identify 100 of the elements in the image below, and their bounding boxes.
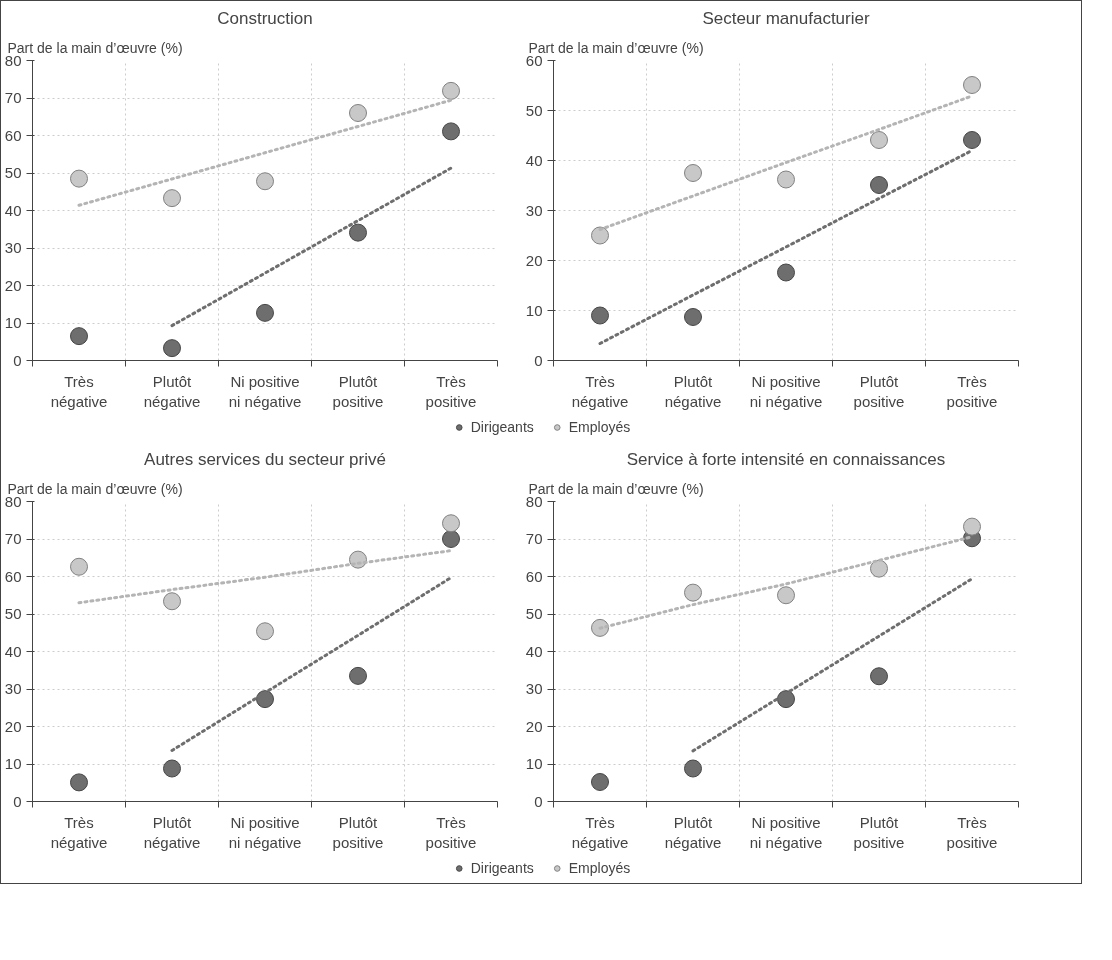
line-series <box>170 576 453 752</box>
point <box>442 122 460 141</box>
y-tick-label: 30 <box>4 680 22 697</box>
x-tick-label: Très positive <box>425 372 477 410</box>
x-tick-label: Plutôt négative <box>143 372 201 410</box>
point <box>684 308 702 326</box>
point <box>777 170 795 189</box>
point <box>870 559 888 578</box>
point <box>70 557 88 576</box>
y-axis-title: Part de la main d’œuvre (%) <box>7 480 183 497</box>
point <box>591 226 609 245</box>
point <box>70 169 88 188</box>
y-tick-label: 70 <box>4 89 22 106</box>
point <box>70 773 88 792</box>
point <box>963 76 981 94</box>
point <box>163 592 181 611</box>
point <box>870 667 888 686</box>
y-tick-label: 30 <box>525 201 543 219</box>
y-axis-title: Part de la main d’œuvre (%) <box>528 480 704 497</box>
point <box>163 189 181 208</box>
chart-title: Secteur manufacturier <box>702 8 870 28</box>
legend-label: Dirigeants <box>470 419 534 435</box>
y-tick-label: 40 <box>525 642 543 660</box>
x-tick-label: Très négative <box>50 813 108 851</box>
chart-title: Service à forte intensité en connaissances <box>626 449 946 469</box>
point <box>256 303 274 322</box>
line-series <box>691 577 974 753</box>
legend-label: Employés <box>568 860 631 876</box>
x-tick-label: Ni positive ni négative <box>749 372 823 410</box>
point <box>349 104 367 122</box>
y-tick-label: 20 <box>4 717 22 735</box>
chart-title: Construction <box>217 8 313 28</box>
point <box>163 759 181 778</box>
point <box>442 530 460 548</box>
chart-title: Autres services du secteur privé <box>144 449 386 469</box>
y-axis-title: Part de la main d’œuvre (%) <box>7 39 183 56</box>
point <box>442 514 460 533</box>
point <box>777 586 795 605</box>
y-tick-label: 10 <box>525 755 543 772</box>
y-tick-label: 50 <box>525 605 543 622</box>
y-tick-label: 20 <box>525 717 543 735</box>
point <box>777 690 795 709</box>
x-tick-label: Plutôt positive <box>332 372 384 410</box>
point <box>684 583 702 602</box>
x-tick-label: Très positive <box>425 813 477 851</box>
y-tick-label: 60 <box>4 126 22 144</box>
y-tick-label: 40 <box>4 201 22 219</box>
point <box>777 263 795 282</box>
point <box>349 666 367 685</box>
point <box>963 517 981 536</box>
x-tick-label: Très négative <box>50 372 108 410</box>
x-tick-label: Plutôt positive <box>853 372 905 410</box>
y-tick-label: 60 <box>525 567 543 585</box>
y-tick-label: 40 <box>4 642 22 660</box>
line-series <box>77 549 453 605</box>
y-tick-label: 0 <box>13 792 22 810</box>
y-axis-title: Part de la main d’œuvre (%) <box>528 39 704 56</box>
y-tick-label: 50 <box>4 164 22 181</box>
point <box>684 164 702 182</box>
point <box>256 622 274 641</box>
point <box>684 759 702 778</box>
y-tick-label: 0 <box>13 351 22 369</box>
y-tick-label: 10 <box>4 314 22 331</box>
x-tick-label: Plutôt positive <box>853 813 905 851</box>
y-tick-label: 10 <box>4 755 22 772</box>
x-tick-label: Plutôt négative <box>143 813 201 851</box>
y-tick-label: 20 <box>525 251 543 269</box>
y-tick-label: 30 <box>525 680 543 697</box>
x-tick-label: Plutôt positive <box>332 813 384 851</box>
point <box>591 773 609 791</box>
x-tick-label: Très négative <box>571 813 629 851</box>
y-tick-label: 40 <box>525 151 543 169</box>
x-tick-label: Très positive <box>946 813 998 851</box>
point <box>870 131 888 149</box>
point <box>163 339 181 358</box>
y-tick-label: 30 <box>4 239 22 256</box>
point <box>256 690 274 709</box>
x-tick-label: Plutôt négative <box>664 372 722 410</box>
point <box>591 306 609 325</box>
point <box>442 81 460 100</box>
point <box>256 172 274 191</box>
y-tick-label: 70 <box>4 530 22 547</box>
x-tick-label: Plutôt négative <box>664 813 722 851</box>
point <box>870 176 888 194</box>
y-tick-label: 50 <box>4 605 22 622</box>
x-tick-label: Ni positive ni négative <box>749 813 823 851</box>
y-tick-label: 70 <box>525 530 543 547</box>
y-tick-label: 10 <box>525 301 543 319</box>
y-tick-label: 50 <box>525 101 543 119</box>
y-tick-label: 20 <box>4 276 22 294</box>
line-series <box>170 166 453 328</box>
point <box>70 327 88 346</box>
x-tick-label: Ni positive ni négative <box>228 813 302 851</box>
x-tick-label: Ni positive ni négative <box>228 372 302 410</box>
point <box>349 223 367 242</box>
legend-label: Employés <box>568 419 631 435</box>
legend-label: Dirigeants <box>470 860 534 876</box>
x-tick-label: Très négative <box>571 372 629 410</box>
y-tick-label: 60 <box>4 567 22 585</box>
y-tick-label: 0 <box>534 351 543 369</box>
